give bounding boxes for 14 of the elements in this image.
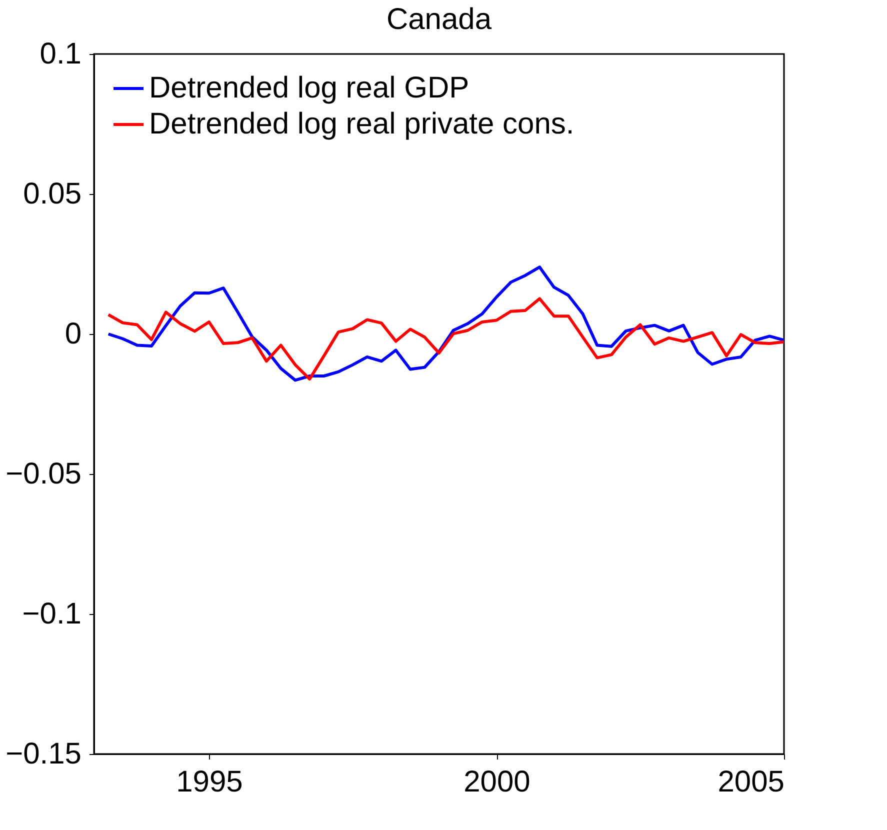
y-tick-label: 0 (64, 318, 82, 350)
y-tick-label: −0.05 (6, 458, 82, 490)
line-series (106, 297, 786, 381)
legend-label: Detrended log real GDP (149, 72, 470, 104)
y-tick-label: −0.15 (6, 738, 82, 770)
y-tick-label: 0.05 (23, 178, 82, 210)
x-tick-label: 1995 (176, 766, 243, 798)
chart-title: Canada (386, 3, 492, 36)
x-tick-label: 2005 (718, 766, 784, 798)
legend-label: Detrended log real private cons. (149, 108, 574, 140)
y-tick-label: −0.1 (22, 598, 82, 630)
line-series (106, 266, 786, 382)
y-tick-label: 0.1 (40, 38, 82, 70)
x-tick-label: 2000 (464, 766, 530, 798)
